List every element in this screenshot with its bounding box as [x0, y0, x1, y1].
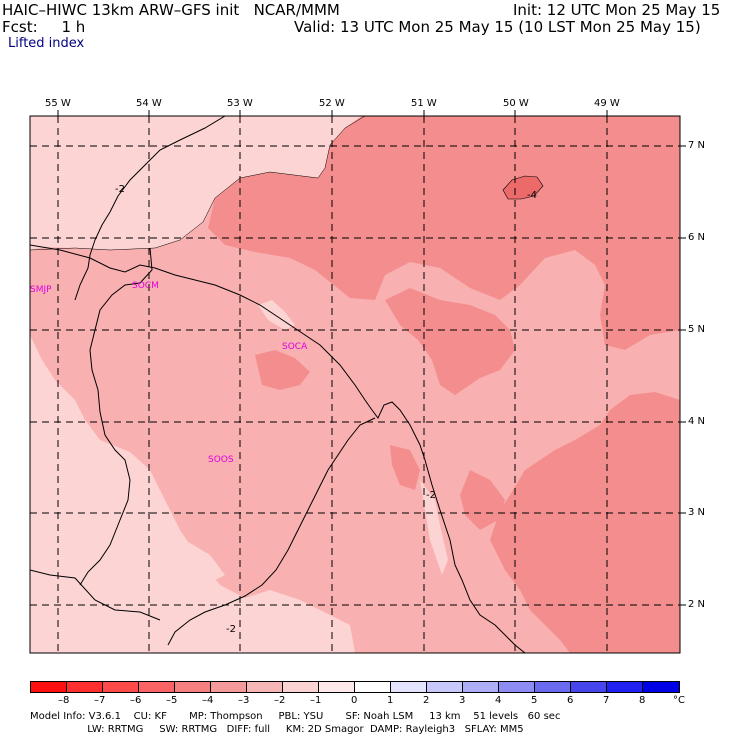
- init-time: Init: 12 UTC Mon 25 May 15: [513, 1, 721, 19]
- map-tick-marks: [57, 110, 686, 606]
- map-frame: [29, 115, 681, 654]
- li-fill-level-minus3-east: [490, 392, 680, 653]
- li-fill-level-minus3-southeast: [460, 470, 505, 530]
- li-fill-level-minus4-patch: [502, 175, 544, 200]
- lat-label-7n: 7 N: [688, 140, 706, 151]
- station-soca: SOCA: [282, 342, 308, 352]
- colorbar-tick-minus3: –3: [238, 695, 250, 706]
- colorbar-box-09: [318, 681, 355, 693]
- forecast-hour: Fcst: 1 h: [2, 18, 86, 36]
- colorbar-tick-6: 6: [567, 695, 574, 706]
- colorbar-tick-minus2: –2: [274, 695, 286, 706]
- li-fill-level-minus3-center: [385, 288, 515, 395]
- border-southwest: [30, 569, 161, 621]
- colorbar-box-16: [570, 681, 607, 693]
- lat-lon-grid: [30, 116, 680, 653]
- colorbar-box-06: [210, 681, 247, 693]
- station-smjp: SMJP: [30, 285, 52, 295]
- li-fill-level-minus1-southwest-patch: [185, 540, 225, 585]
- colorbar-box-15: [534, 681, 571, 693]
- border-suriname-french-guiana: [79, 247, 153, 586]
- colorbar-tick-2: 2: [423, 695, 430, 706]
- valid-time: Valid: 13 UTC Mon 25 May 15 (10 LST Mon …: [294, 18, 701, 36]
- lon-label-52w: 52 W: [319, 98, 345, 109]
- colorbar-tick-7: 7: [603, 695, 610, 706]
- colorbar-box-01: [30, 681, 67, 693]
- lon-label-55w: 55 W: [45, 98, 71, 109]
- lat-label-3n: 3 N: [688, 507, 706, 518]
- colorbar-box-05: [174, 681, 211, 693]
- contour-label-minus2-north: -2: [115, 184, 125, 195]
- field-name: Lifted index: [8, 36, 85, 51]
- model-title: HAIC–HIWC 13km ARW–GFS init NCAR/MMM: [2, 1, 340, 19]
- colorbar-box-14: [498, 681, 535, 693]
- colorbar-tick-minus4: –4: [202, 695, 214, 706]
- colorbar-box-12: [426, 681, 463, 693]
- lat-label-5n: 5 N: [688, 324, 706, 335]
- li-fill-level-minus3-coastal-strip: [390, 445, 420, 490]
- lon-label-54w: 54 W: [136, 98, 162, 109]
- li-fill-level-minus1-northwest: [30, 116, 365, 250]
- model-info-line2: LW: RRTMG SW: RRTMG DIFF: full KM: 2D Sm…: [30, 724, 524, 735]
- colorbar-tick-minus5: –5: [166, 695, 178, 706]
- colorbar-tick-minus8: –8: [58, 695, 70, 706]
- contour-line-minus2-northwest: [30, 116, 366, 251]
- lat-label-6n: 6 N: [688, 232, 706, 243]
- station-socm: SOCM: [132, 281, 159, 291]
- li-fill-level-minus1-southwest: [30, 335, 355, 653]
- colorbar-box-07: [246, 681, 283, 693]
- colorbar-box-03: [102, 681, 139, 693]
- lon-label-53w: 53 W: [227, 98, 253, 109]
- border-french-guiana-brazil: [167, 417, 376, 646]
- li-fill-level-minus1-coast-east: [420, 480, 448, 575]
- lat-label-4n: 4 N: [688, 416, 706, 427]
- colorbar-tick-minus7: –7: [94, 695, 106, 706]
- colorbar-box-10: [354, 681, 391, 693]
- border-northwest: [74, 116, 226, 301]
- li-fill-level-minus3-north: [208, 116, 680, 350]
- colorbar-box-08: [282, 681, 319, 693]
- colorbar-box-04: [138, 681, 175, 693]
- colorbar-box-11: [390, 681, 427, 693]
- colorbar-tick-3: 3: [459, 695, 466, 706]
- colorbar-tick-5: 5: [531, 695, 538, 706]
- coastline-guianas: [30, 244, 526, 653]
- contour-label-minus4: -4: [527, 190, 537, 201]
- colorbar-unit: °C: [673, 695, 685, 706]
- station-soos: SOOS: [208, 455, 234, 465]
- border-lines: [30, 116, 526, 653]
- colorbar-box-13: [462, 681, 499, 693]
- colorbar-tick-minus6: –6: [130, 695, 142, 706]
- contour-label-minus2-south: -2: [226, 624, 236, 635]
- colorbar-tick-0: 0: [351, 695, 358, 706]
- colorbar-box-02: [66, 681, 103, 693]
- colorbar-tick-1: 1: [387, 695, 394, 706]
- colorbar-tick-minus1: –1: [310, 695, 322, 706]
- colorbar-tick-4: 4: [495, 695, 502, 706]
- contour-label-minus2-coast: -2: [426, 490, 436, 501]
- lat-label-2n: 2 N: [688, 599, 706, 610]
- li-fill-level-minus3-inland: [255, 350, 310, 390]
- colorbar-tick-8: 8: [639, 695, 646, 706]
- model-info-line1: Model Info: V3.6.1 CU: KF MP: Thompson P…: [30, 711, 561, 722]
- lon-label-50w: 50 W: [503, 98, 529, 109]
- lon-label-51w: 51 W: [411, 98, 437, 109]
- colorbar-box-18: [642, 681, 680, 693]
- colorbar-box-17: [606, 681, 643, 693]
- station-labels: SMJP SOCM SOCA SOOS: [30, 281, 308, 465]
- lon-label-49w: 49 W: [594, 98, 620, 109]
